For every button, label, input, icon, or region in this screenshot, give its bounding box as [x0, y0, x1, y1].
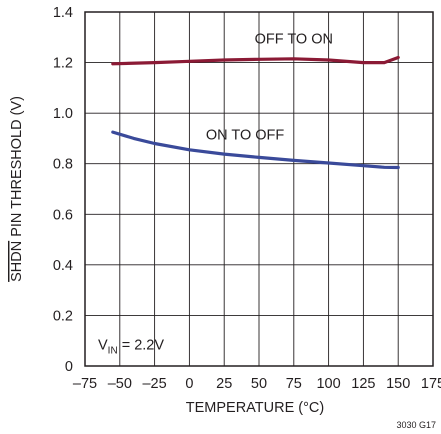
x-tick-label: 0 [185, 376, 193, 392]
y-tick-label: 0 [65, 359, 73, 375]
y-tick-label: 0.8 [53, 157, 73, 173]
series-line-off-to-on [111, 55, 400, 66]
grid [85, 12, 433, 366]
vin-prefix: V [98, 338, 108, 354]
x-axis-title: TEMPERATURE (°C) [186, 400, 324, 416]
figure-id: 3030 G17 [396, 420, 436, 430]
series-line-on-to-off [111, 130, 400, 170]
x-tick-label: –25 [142, 376, 166, 392]
vin-suffix: = 2.2V [118, 338, 165, 354]
x-tick-label: 25 [216, 376, 232, 392]
y-tick-label: 0.6 [53, 207, 73, 223]
label-vin: VIN = 2.2V [98, 338, 164, 357]
y-tick-label: 0.4 [53, 258, 73, 274]
x-tick-label: –50 [108, 376, 132, 392]
y-tick-labels: 0 0.2 0.4 0.6 0.8 1.0 1.2 1.4 [53, 5, 73, 375]
y-tick-label: 0.2 [53, 308, 73, 324]
x-tick-label: 100 [316, 376, 340, 392]
x-tick-label: 50 [251, 376, 267, 392]
x-tick-label: 150 [386, 376, 410, 392]
y-axis-title: SHDN PIN THRESHOLD (V) [9, 96, 25, 282]
x-tick-label: –75 [73, 376, 97, 392]
x-tick-label: 75 [286, 376, 302, 392]
y-tick-label: 1.4 [53, 5, 73, 21]
y-tick-label: 1.0 [53, 106, 73, 122]
y-axis-title-rest: PIN THRESHOLD (V) [9, 96, 25, 241]
y-tick-label: 1.2 [53, 56, 73, 72]
label-off-to-on: OFF TO ON [255, 32, 333, 48]
x-tick-labels: –75 –50 –25 0 25 50 75 100 125 150 175 [73, 376, 441, 392]
plot-frame [84, 11, 434, 367]
x-tick-label: 125 [351, 376, 375, 392]
x-tick-label: 175 [421, 376, 441, 392]
vin-subscript: IN [108, 346, 118, 357]
y-axis-title-overbar: SHDN [9, 241, 25, 282]
series-lines [111, 55, 400, 170]
label-on-to-off: ON TO OFF [206, 128, 285, 144]
